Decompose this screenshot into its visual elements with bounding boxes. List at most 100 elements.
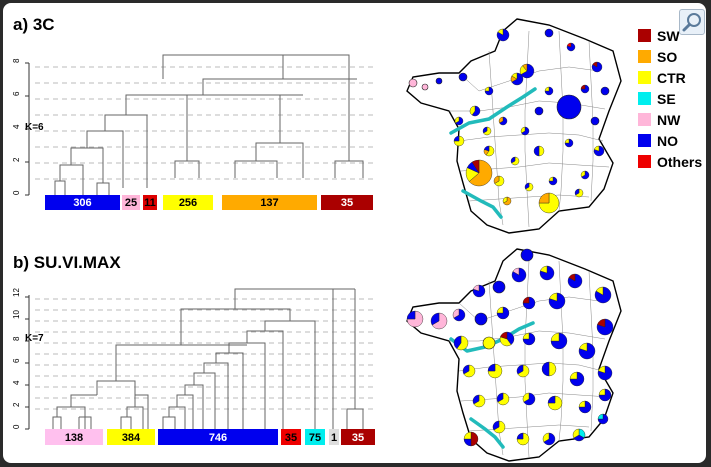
pie-glyph <box>522 392 536 406</box>
cluster-count: 384 <box>122 432 141 444</box>
pies-b <box>406 248 614 447</box>
pie-glyph <box>454 116 464 126</box>
pie-glyph <box>502 196 512 206</box>
tick-label: 6 <box>12 91 21 96</box>
pie-glyph <box>538 192 560 214</box>
pie-glyph <box>516 364 530 378</box>
cluster-bar <box>329 429 339 445</box>
legend-swatch <box>638 113 651 126</box>
pie-glyph <box>580 84 590 94</box>
pie-glyph <box>547 395 563 411</box>
cluster-bar <box>45 429 103 445</box>
cluster-count: 306 <box>73 197 91 209</box>
pie-glyph <box>510 156 520 166</box>
pie-glyph <box>597 365 613 381</box>
axis-b <box>25 295 30 430</box>
pie-glyph <box>474 312 488 326</box>
zoom-button[interactable] <box>679 9 705 35</box>
tick-label: 12 <box>12 288 21 297</box>
pie-glyph <box>511 267 527 283</box>
pie-glyph <box>484 86 494 96</box>
pie-glyph <box>483 145 495 157</box>
tick-label: 8 <box>12 336 21 341</box>
tick-label: 10 <box>12 310 21 319</box>
pie-glyph <box>482 126 492 136</box>
france-outline-a <box>406 18 622 234</box>
cluster-count: 256 <box>179 197 197 209</box>
tree-a <box>54 54 364 195</box>
cluster-count: 25 <box>125 197 137 209</box>
pie-glyph <box>462 364 476 378</box>
pie-glyph <box>496 306 510 320</box>
cluster-bar <box>45 195 120 210</box>
cluster-bar <box>143 195 157 210</box>
legend-swatch <box>638 155 651 168</box>
pie-glyph <box>453 135 465 147</box>
legend: SW SO CTR SE NW NO Others <box>638 25 702 172</box>
gridlines-a <box>35 66 375 180</box>
axis-a <box>25 62 30 196</box>
pie-glyph <box>465 159 493 187</box>
pie-glyph <box>541 361 557 377</box>
legend-label: CTR <box>657 69 686 86</box>
pie-glyph <box>522 296 536 310</box>
pie-glyph <box>520 126 530 136</box>
pie-glyph <box>597 413 609 425</box>
cluster-count: 138 <box>65 432 83 444</box>
tick-label: 4 <box>12 380 21 385</box>
pie-glyph <box>496 28 510 42</box>
pie-glyph <box>469 105 481 117</box>
cluster-count: 11 <box>144 197 156 209</box>
cluster-count: 35 <box>352 432 364 444</box>
pie-glyph <box>564 138 574 148</box>
gridlines-b <box>35 298 375 410</box>
pie-glyph <box>472 284 486 298</box>
pie-glyph <box>578 342 596 360</box>
pie-glyph <box>487 363 503 379</box>
cluster-bar <box>222 195 317 210</box>
legend-label: SW <box>657 27 680 44</box>
tick-label: 2 <box>12 402 21 407</box>
pie-glyph <box>569 371 585 387</box>
cluster-bar <box>163 195 213 210</box>
legend-swatch <box>638 134 651 147</box>
pie-glyph <box>544 86 554 96</box>
pie-glyph <box>520 248 534 262</box>
pie-glyph <box>408 78 418 88</box>
map-b <box>406 248 622 462</box>
pie-glyph <box>548 176 558 186</box>
cluster-count: 1 <box>331 432 337 444</box>
pie-glyph <box>524 182 534 192</box>
pie-glyph <box>578 400 592 414</box>
panel-b-title: b) SU.VI.MAX <box>13 253 121 272</box>
panel-a-title: a) 3C <box>13 15 55 34</box>
panel-b-k-label: K=7 <box>25 333 44 344</box>
legend-swatch <box>638 92 651 105</box>
legend-item: Others <box>638 151 702 172</box>
tree-b <box>52 288 364 429</box>
cluster-bar <box>341 429 375 445</box>
tick-labels-b: 0 2 4 6 8 10 12 <box>12 288 21 429</box>
cluster-bar <box>305 429 325 445</box>
legend-item: SW <box>638 25 702 46</box>
pie-glyph <box>516 432 530 446</box>
pie-glyph <box>550 332 568 350</box>
pie-glyph <box>499 331 515 347</box>
pie-glyph <box>600 86 610 96</box>
pie-glyph <box>596 318 614 336</box>
panel-a-k-label: K=6 <box>25 122 44 133</box>
pie-glyph <box>498 116 508 126</box>
cluster-count: 35 <box>285 432 297 444</box>
pie-glyph <box>463 431 479 447</box>
pie-glyph <box>534 106 544 116</box>
pie-glyph <box>510 72 524 86</box>
cluster-bar <box>158 429 278 445</box>
legend-item: NO <box>638 130 702 151</box>
pie-glyph <box>567 273 583 289</box>
pie-glyph <box>542 432 556 446</box>
pie-glyph <box>496 392 510 406</box>
pie-glyph <box>519 63 535 79</box>
pie-glyph <box>492 420 506 434</box>
cluster-bar <box>281 429 301 445</box>
pie-glyph <box>572 428 586 442</box>
